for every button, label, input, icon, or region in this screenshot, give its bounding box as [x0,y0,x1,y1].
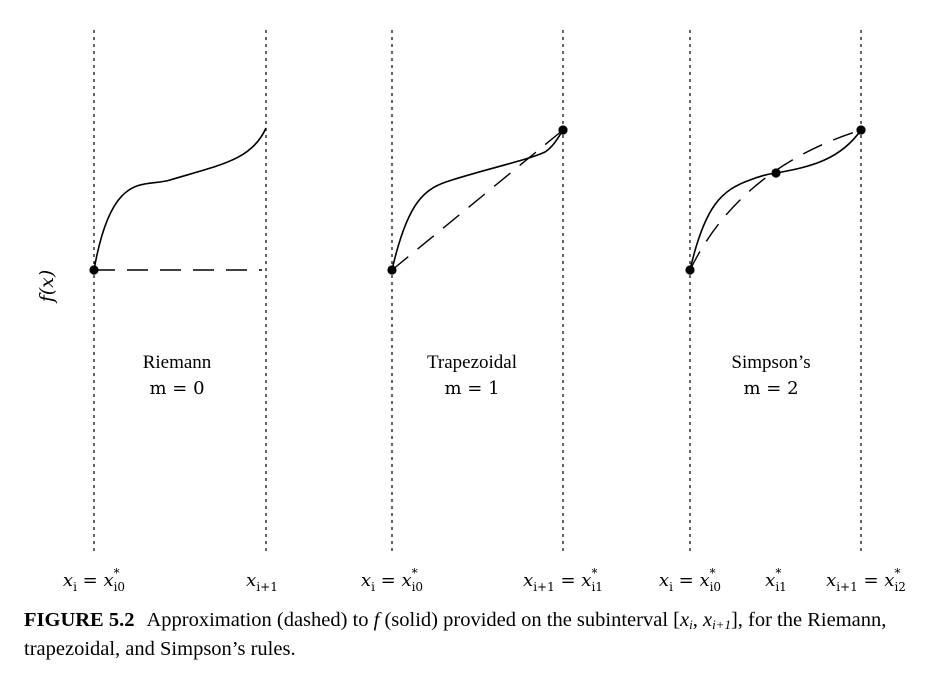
x-tick-label: xi+1 = x* i1 [523,566,603,594]
approximation-dashed-line [391,129,564,271]
caption-text: ], for the Riemann, trapezoidal, and Sim… [24,609,887,660]
node-point [387,265,397,275]
caption-text: Approximation (dashed) to [146,609,374,631]
figure-diagram: f(x) Riemann m = 0 Trapezoidal m = 1 Sim… [36,30,906,594]
caption-comma: , [692,609,703,631]
panel-m-value: m = 2 [743,378,798,399]
panel-simpsons: Simpson’s m = 2 [685,30,866,552]
figure-label: FIGURE 5.2 [24,609,135,631]
panel-title: Trapezoidal [427,352,517,373]
x-tick-label: xi+1 = x* i2 [826,566,906,594]
node-point [856,125,866,135]
node-point [771,168,781,178]
function-curve [93,127,267,271]
caption-text: (solid) provided on the subinterval [ [379,609,680,631]
x-tick-label: xi = x* i0 [659,566,721,594]
caption-xi: x [679,609,690,631]
y-axis-label: f(x) [36,270,58,305]
caption-xi1-sub: i+1 [712,617,731,632]
x-tick-label: xi+1 [246,570,278,594]
panel-m-value: m = 0 [149,378,204,399]
approximation-dashed-curve [689,129,862,271]
node-point [685,265,695,275]
x-tick-label: xi = x* i0 [63,566,125,594]
panel-title: Riemann [143,352,212,373]
node-point [558,125,568,135]
node-point [89,265,99,275]
caption-xi-sub: i [689,617,693,632]
x-tick-label: xi = x* i0 [361,566,423,594]
panel-m-value: m = 1 [444,378,499,399]
function-curve [689,129,862,271]
caption-f: f [373,609,380,631]
figure-caption: FIGURE 5.2 Approximation (dashed) to f (s… [24,606,924,664]
panel-title: Simpson’s [731,352,810,373]
x-tick-label: x* i1 [765,566,787,594]
panel-riemann: Riemann m = 0 [89,30,267,552]
panel-trapezoidal: Trapezoidal m = 1 [387,30,568,552]
caption-xi1: x [702,609,713,631]
function-curve [391,129,564,271]
